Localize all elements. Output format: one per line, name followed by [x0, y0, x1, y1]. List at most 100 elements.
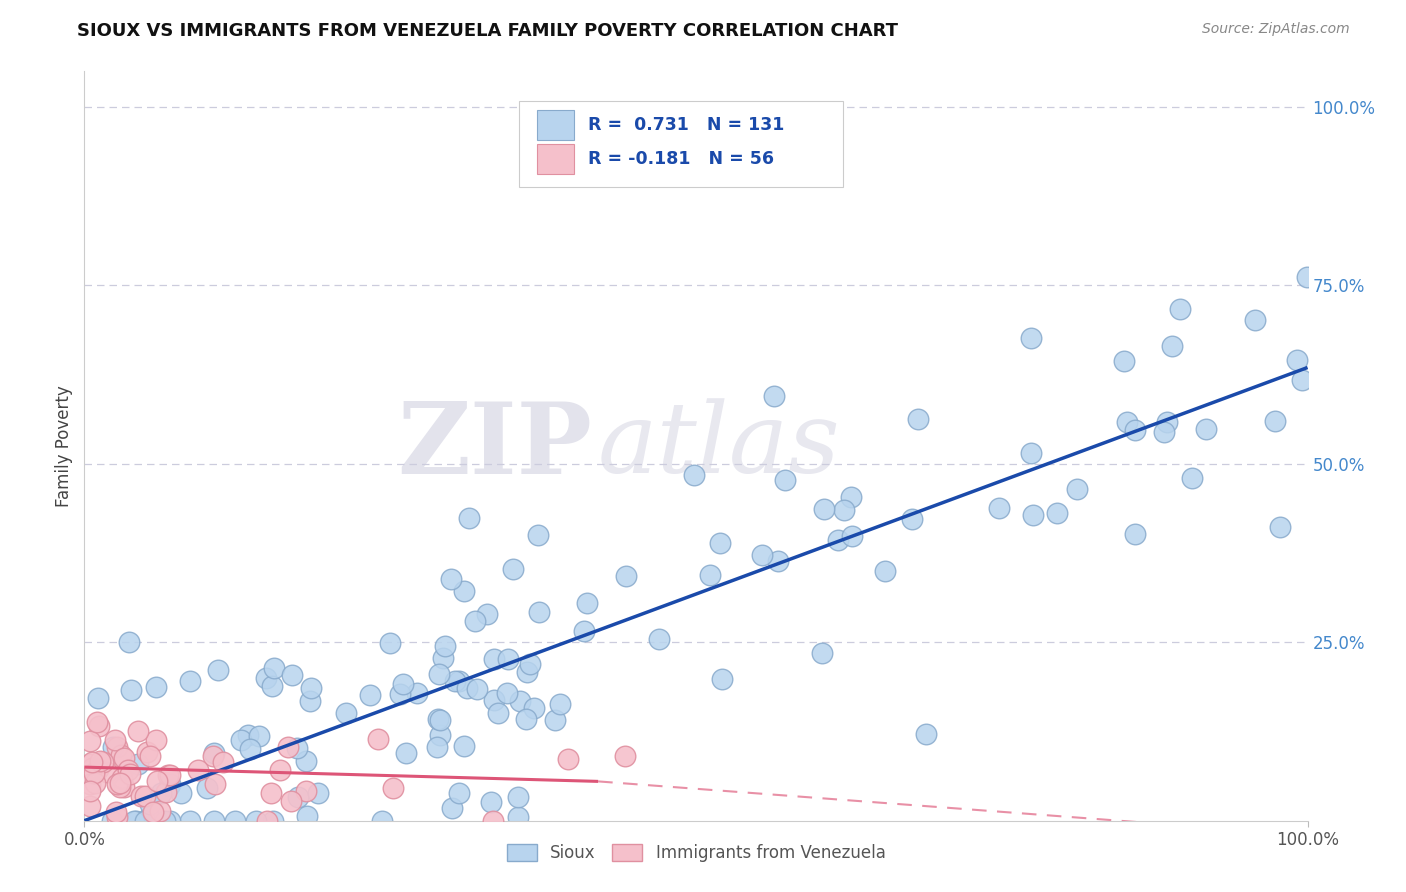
Point: [557, 752, 579, 766]
Point: [458, 511, 481, 525]
Point: [449, 674, 471, 689]
Point: [682, 468, 704, 483]
Point: [262, 679, 284, 693]
Point: [120, 682, 142, 697]
Point: [447, 786, 470, 800]
Point: [495, 686, 517, 700]
Point: [453, 583, 475, 598]
Point: [1170, 301, 1192, 316]
FancyBboxPatch shape: [537, 111, 574, 140]
Point: [249, 729, 271, 743]
Point: [1116, 415, 1139, 429]
Text: SIOUX VS IMMIGRANTS FROM VENEZUELA FAMILY POVERTY CORRELATION CHART: SIOUX VS IMMIGRANTS FROM VENEZUELA FAMIL…: [77, 22, 898, 40]
Point: [429, 713, 451, 727]
Point: [117, 763, 139, 777]
Point: [112, 751, 135, 765]
Point: [79, 777, 101, 791]
Point: [229, 733, 252, 747]
Point: [125, 814, 148, 828]
Point: [260, 787, 283, 801]
Point: [224, 814, 246, 828]
Point: [79, 757, 101, 772]
Point: [1243, 312, 1265, 326]
Point: [1123, 527, 1146, 541]
Point: [89, 719, 111, 733]
Point: [709, 536, 731, 550]
Point: [118, 635, 141, 649]
Point: [169, 786, 191, 800]
Point: [87, 762, 110, 776]
Point: [134, 814, 156, 828]
Point: [105, 777, 128, 791]
Point: [1161, 339, 1184, 353]
Point: [1112, 354, 1135, 368]
Point: [207, 663, 229, 677]
Point: [1066, 482, 1088, 496]
Point: [378, 636, 401, 650]
Point: [453, 739, 475, 754]
Point: [486, 706, 509, 720]
Point: [187, 763, 209, 777]
Point: [429, 727, 451, 741]
Point: [1019, 331, 1042, 345]
Point: [516, 665, 538, 680]
Point: [1156, 415, 1178, 429]
Point: [127, 723, 149, 738]
Point: [277, 739, 299, 754]
Point: [155, 785, 177, 799]
Point: [1264, 414, 1286, 428]
Point: [813, 502, 835, 516]
Point: [89, 754, 111, 768]
Point: [502, 562, 524, 576]
Point: [103, 739, 125, 754]
Point: [509, 694, 531, 708]
Point: [841, 528, 863, 542]
Point: [80, 763, 103, 777]
Point: [157, 779, 180, 793]
Point: [149, 786, 172, 800]
Point: [335, 706, 357, 720]
Point: [506, 790, 529, 805]
Point: [263, 661, 285, 675]
Point: [204, 777, 226, 791]
Point: [811, 646, 834, 660]
Point: [202, 749, 225, 764]
Point: [433, 640, 456, 654]
Point: [122, 814, 145, 828]
Point: [96, 764, 118, 779]
Point: [479, 795, 502, 809]
Point: [1291, 374, 1313, 388]
Point: [1153, 425, 1175, 439]
Text: ZIP: ZIP: [396, 398, 592, 494]
Point: [576, 596, 599, 610]
Point: [111, 771, 134, 785]
Point: [134, 789, 156, 803]
Point: [751, 548, 773, 562]
Point: [110, 747, 132, 762]
Point: [839, 490, 862, 504]
Point: [269, 764, 291, 778]
Point: [482, 693, 505, 707]
Point: [464, 614, 486, 628]
Point: [254, 671, 277, 685]
Point: [506, 810, 529, 824]
Point: [299, 681, 322, 696]
Point: [105, 810, 128, 824]
Point: [83, 765, 105, 780]
Text: R =  0.731   N = 131: R = 0.731 N = 131: [588, 116, 785, 135]
Point: [294, 784, 316, 798]
Point: [529, 605, 551, 619]
Point: [108, 776, 131, 790]
Point: [129, 789, 152, 804]
Point: [515, 712, 537, 726]
Point: [142, 805, 165, 820]
Point: [359, 688, 381, 702]
Point: [91, 755, 114, 769]
Legend: Sioux, Immigrants from Venezuela: Sioux, Immigrants from Venezuela: [501, 837, 891, 869]
Point: [299, 693, 322, 707]
Point: [138, 797, 160, 812]
Point: [127, 756, 149, 771]
Point: [245, 814, 267, 828]
Point: [1181, 471, 1204, 485]
Point: [79, 798, 101, 813]
